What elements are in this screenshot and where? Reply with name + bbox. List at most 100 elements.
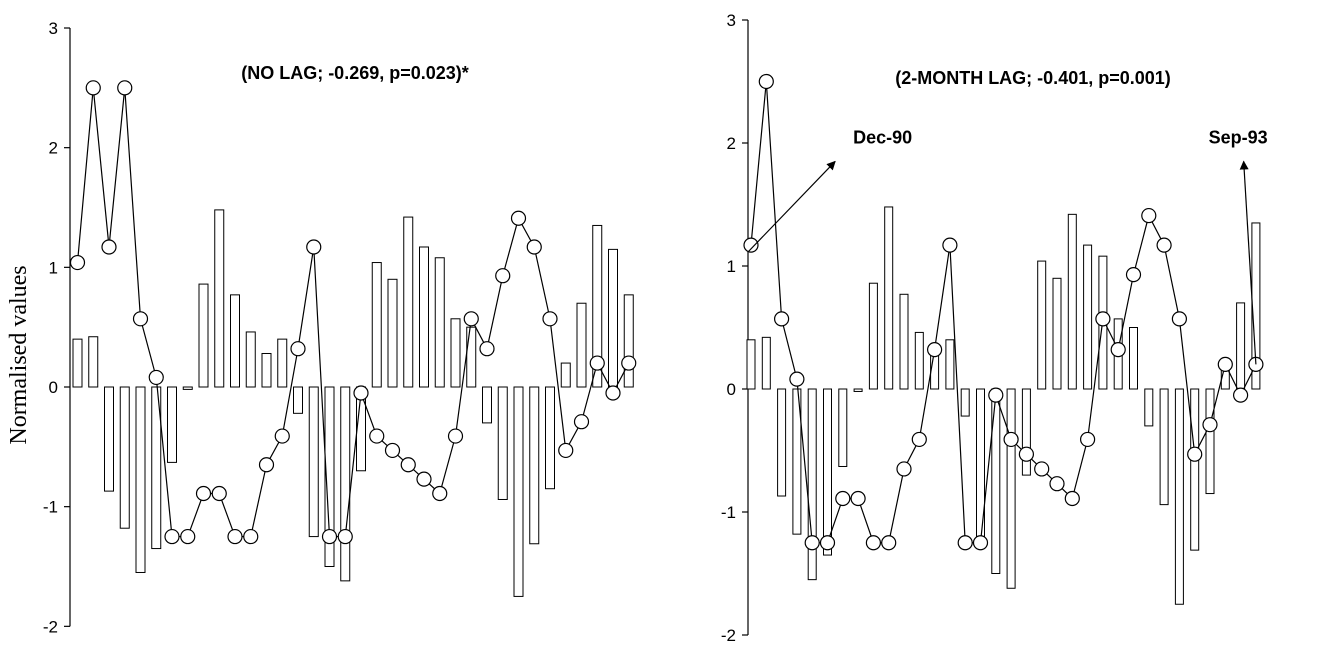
data-point bbox=[1079, 431, 1096, 448]
bar bbox=[838, 388, 848, 467]
data-point bbox=[463, 311, 479, 327]
panel-title: (NO LAG; -0.269, p=0.023)* bbox=[241, 63, 469, 83]
chart-panel-no-lag: (NO LAG; -0.269, p=0.023)* Normalised va… bbox=[6, 19, 637, 636]
data-point bbox=[926, 342, 943, 358]
bar bbox=[324, 386, 335, 567]
bar bbox=[914, 331, 924, 390]
data-point bbox=[558, 442, 574, 459]
bar bbox=[823, 388, 832, 556]
annotation-arrow bbox=[748, 160, 836, 252]
chart-panel-2-month-lag: (2-MONTH LAG; -0.401, p=0.001) 3210-1-2 … bbox=[721, 11, 1268, 645]
annotation-arrow bbox=[1239, 160, 1257, 365]
y-tick-label: 2 bbox=[727, 134, 736, 153]
data-point bbox=[819, 535, 836, 551]
data-point bbox=[1187, 446, 1203, 462]
bar bbox=[853, 388, 863, 392]
bar bbox=[623, 294, 634, 388]
data-point bbox=[743, 237, 759, 253]
bar bbox=[261, 352, 272, 388]
data-point bbox=[321, 528, 338, 545]
data-point bbox=[850, 490, 866, 507]
bar bbox=[868, 282, 878, 390]
data-point bbox=[972, 535, 989, 551]
data-point bbox=[1202, 417, 1218, 433]
data-point bbox=[804, 535, 820, 551]
data-point bbox=[911, 431, 927, 448]
bar bbox=[576, 302, 587, 388]
bar bbox=[1067, 213, 1077, 390]
bar bbox=[1144, 388, 1154, 427]
bar bbox=[277, 338, 288, 388]
bar bbox=[545, 386, 555, 490]
y-tick-label: -1 bbox=[43, 498, 58, 517]
line-series bbox=[743, 73, 1264, 551]
bar bbox=[387, 278, 398, 388]
data-point bbox=[1064, 490, 1080, 507]
bar-series bbox=[72, 209, 634, 597]
bar bbox=[497, 386, 508, 500]
bar bbox=[1021, 388, 1031, 476]
data-point bbox=[227, 528, 243, 545]
data-point bbox=[101, 239, 117, 255]
bar bbox=[466, 326, 477, 388]
data-point bbox=[258, 457, 275, 473]
data-point bbox=[290, 341, 306, 357]
bar bbox=[930, 354, 940, 390]
y-tick-label: 2 bbox=[49, 139, 58, 158]
bar bbox=[403, 216, 414, 388]
bar bbox=[1174, 388, 1184, 605]
y-axis: 3 2 1 0 -1 -2 bbox=[721, 11, 749, 645]
data-point bbox=[605, 385, 621, 401]
data-point bbox=[896, 461, 912, 477]
data-point bbox=[306, 239, 322, 255]
data-point bbox=[211, 485, 227, 502]
y-axis-label: Normalised values bbox=[6, 265, 32, 444]
y-axis: 3 2 1 0 -1 -2 bbox=[43, 19, 71, 636]
bar bbox=[482, 386, 492, 424]
bar bbox=[746, 339, 756, 390]
data-point bbox=[789, 371, 805, 387]
data-point bbox=[1003, 431, 1019, 448]
bar bbox=[88, 336, 99, 388]
data-point bbox=[243, 528, 259, 545]
data-point bbox=[69, 254, 86, 271]
panel-title: (2-MONTH LAG; -0.401, p=0.001) bbox=[895, 68, 1171, 88]
bar bbox=[1083, 244, 1093, 390]
data-point bbox=[1171, 311, 1188, 327]
bar bbox=[182, 386, 193, 390]
bar bbox=[419, 246, 429, 388]
data-point bbox=[1049, 476, 1065, 492]
bar bbox=[293, 386, 303, 414]
data-point bbox=[573, 414, 590, 430]
data-point bbox=[773, 311, 790, 327]
data-point bbox=[1018, 446, 1035, 462]
bar bbox=[1006, 388, 1016, 589]
data-point bbox=[1095, 311, 1111, 327]
bar bbox=[592, 224, 603, 388]
data-point bbox=[865, 535, 882, 551]
data-point bbox=[542, 311, 558, 327]
data-point bbox=[132, 311, 149, 327]
annotations: Dec-90 Sep-93 bbox=[748, 127, 1268, 365]
bar bbox=[72, 338, 83, 388]
bar bbox=[1236, 302, 1246, 390]
bar bbox=[434, 257, 445, 388]
bar bbox=[560, 362, 571, 388]
bar bbox=[245, 331, 256, 388]
data-point bbox=[1232, 387, 1249, 403]
y-tick-label: 1 bbox=[727, 257, 736, 276]
data-point bbox=[117, 80, 133, 96]
data-point bbox=[180, 528, 196, 545]
bar bbox=[371, 262, 382, 388]
data-point bbox=[988, 387, 1004, 403]
bar bbox=[119, 386, 130, 529]
bar bbox=[899, 293, 909, 390]
data-point bbox=[432, 485, 448, 502]
data-point bbox=[369, 428, 385, 444]
bar bbox=[1205, 388, 1215, 495]
y-tick-label: -1 bbox=[721, 503, 736, 522]
data-point bbox=[835, 490, 851, 507]
data-point bbox=[400, 457, 416, 473]
line-series bbox=[69, 80, 637, 545]
